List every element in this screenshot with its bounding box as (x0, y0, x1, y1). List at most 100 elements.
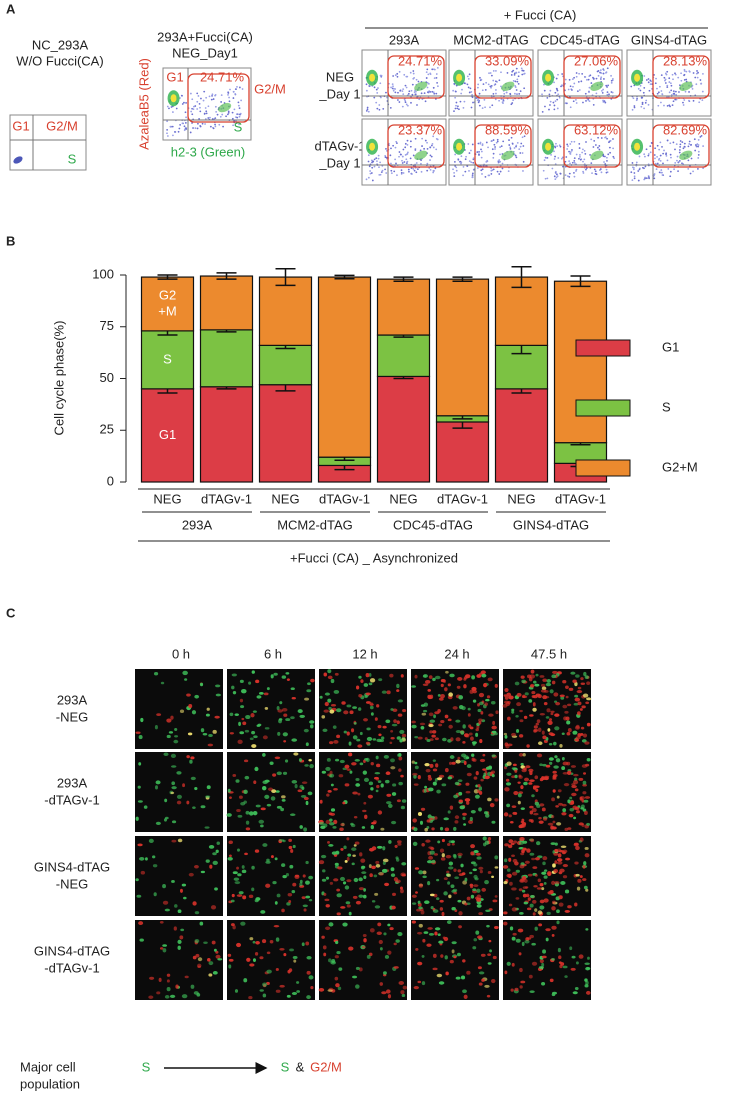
cell (241, 717, 245, 721)
cell (228, 958, 234, 962)
cell (504, 688, 509, 693)
cell (522, 752, 526, 757)
cell (502, 865, 509, 869)
dot (467, 86, 470, 89)
dot (677, 76, 680, 79)
cell (160, 681, 165, 685)
cell (517, 928, 524, 933)
cell (396, 840, 402, 844)
dot (661, 93, 664, 95)
dot (565, 102, 568, 105)
dot (478, 153, 480, 156)
cell (508, 903, 513, 907)
cell (335, 983, 340, 988)
cell (237, 848, 240, 852)
cell (330, 960, 336, 965)
cell (245, 715, 251, 720)
cell (280, 807, 285, 812)
cell (476, 856, 482, 860)
cell (494, 683, 498, 688)
cell (577, 878, 582, 883)
cell (454, 820, 459, 824)
cell (135, 816, 139, 821)
cell (307, 682, 311, 686)
dot (592, 77, 595, 80)
cell (155, 780, 161, 785)
cell (574, 986, 579, 991)
dot (555, 142, 557, 145)
cell (276, 893, 281, 898)
dot (600, 137, 603, 139)
micrograph (135, 752, 223, 832)
cell (241, 869, 247, 874)
dot (669, 170, 672, 173)
cell (346, 768, 351, 771)
dot (687, 167, 690, 170)
cell (523, 715, 528, 719)
cell (301, 781, 308, 784)
bar-label: +M (158, 303, 176, 318)
dot (390, 169, 393, 172)
cell (301, 896, 306, 900)
cell (574, 697, 581, 702)
dot (684, 90, 687, 93)
dot (515, 67, 518, 70)
cell (245, 810, 250, 815)
dot (494, 148, 496, 150)
dot (613, 157, 616, 160)
cell (148, 838, 154, 844)
cell (528, 818, 533, 822)
cell (310, 986, 314, 990)
dot (405, 103, 408, 106)
dot (196, 108, 199, 110)
dot (166, 105, 169, 108)
cell (248, 894, 254, 899)
cell (303, 796, 309, 801)
cell (179, 709, 185, 714)
dot (209, 116, 211, 119)
cell (422, 938, 426, 943)
cell (308, 875, 314, 880)
cell (531, 857, 536, 861)
cell (163, 818, 168, 822)
cell (585, 888, 589, 892)
dot (608, 93, 610, 96)
dot (180, 94, 183, 97)
dot (674, 148, 676, 151)
cell (487, 953, 491, 957)
cell (251, 887, 255, 892)
cell (575, 961, 579, 965)
error-bar (511, 265, 532, 289)
cell (524, 860, 530, 864)
dot (556, 88, 558, 91)
dot (168, 107, 170, 110)
dot (367, 176, 370, 179)
cell (262, 982, 268, 987)
cell (249, 937, 254, 941)
dot (214, 93, 217, 96)
dot (699, 79, 702, 81)
cell (352, 791, 358, 795)
legend-swatch (575, 459, 631, 477)
cell (231, 673, 237, 677)
cell (535, 722, 539, 726)
cell (270, 674, 274, 679)
cell (519, 912, 524, 915)
cell (301, 942, 305, 947)
cell (166, 734, 171, 739)
dot (593, 139, 596, 142)
cell (550, 842, 556, 845)
cell (177, 945, 181, 950)
cell (572, 805, 578, 810)
cell (401, 733, 407, 738)
cell (536, 841, 541, 846)
footer-label: Major cell (20, 1059, 76, 1074)
dot (543, 89, 546, 92)
dot (189, 92, 192, 95)
cell (450, 737, 454, 742)
cell (537, 727, 542, 733)
cell (455, 759, 461, 764)
dot (369, 170, 372, 172)
cell (192, 901, 197, 906)
dot (477, 83, 480, 86)
